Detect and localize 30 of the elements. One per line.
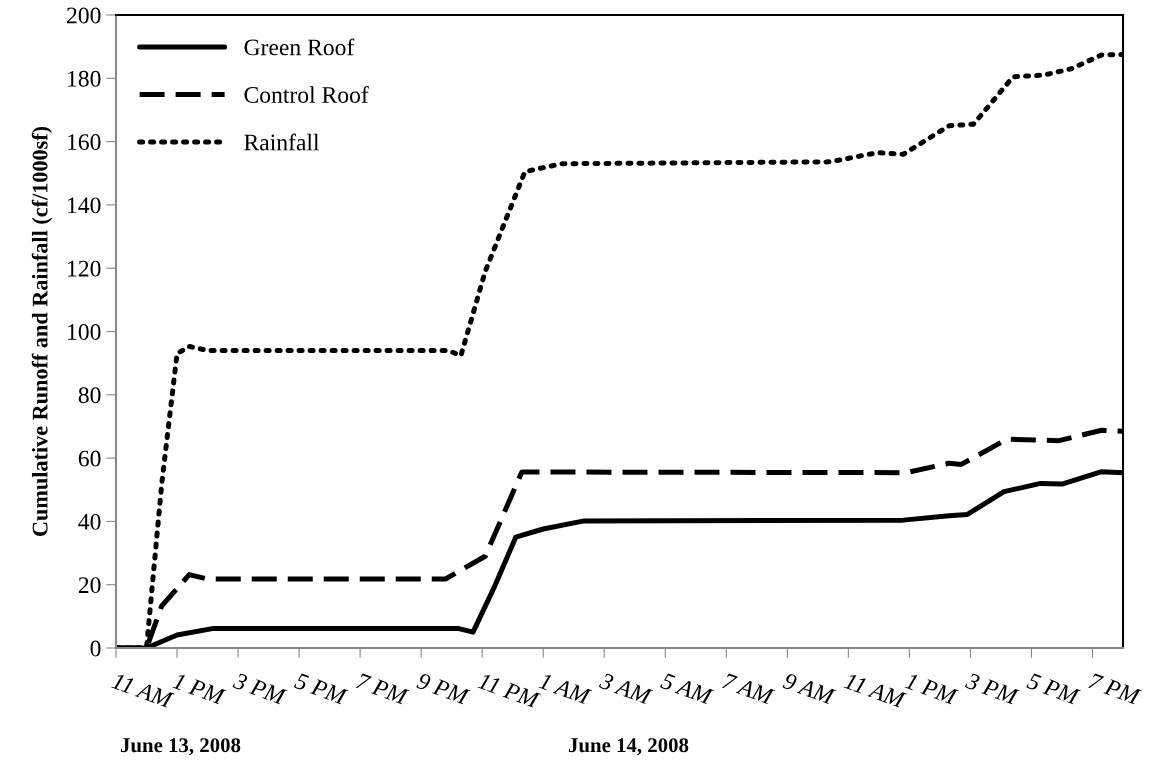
y-tick-label: 200 (67, 7, 101, 24)
y-axis-title: Cumulative Runoff and Rainfall (cf/1000sf) (31, 126, 53, 536)
y-tick-label: 40 (78, 513, 101, 530)
x-tick-label: 7 PM (1088, 672, 1142, 706)
y-tick-label: 120 (68, 260, 101, 277)
legend-label: Green Roof (244, 38, 355, 56)
text: June 13, 2008 (120, 738, 241, 756)
x-tick-label: 7 PM (355, 672, 410, 706)
x-tick-label: 5 PM (293, 672, 349, 706)
x-tick-label: 5 AM (659, 672, 715, 706)
x-tick-label: 3 PM (964, 672, 1020, 706)
legend-label: Control Roof (244, 86, 369, 103)
y-tick-label: 140 (68, 197, 101, 214)
y-tick-label: 100 (68, 323, 101, 340)
x-tick-label: 3 PM (232, 672, 288, 706)
y-tick-label: 0 (90, 640, 101, 657)
y-tick-label: 160 (68, 134, 101, 151)
text: June 14, 2008 (568, 738, 689, 756)
y-tick-label: 80 (78, 387, 101, 404)
x-tick-label: 9 AM (782, 672, 837, 706)
x-tick-label: 7 AM (722, 672, 776, 705)
x-tick-label: 3 AM (598, 672, 654, 706)
y-tick-label: 60 (78, 450, 101, 467)
x-tick-label: 9 PM (416, 672, 471, 706)
y-tick-label: 180 (68, 70, 101, 87)
legend-label: Rainfall (244, 133, 320, 151)
x-tick-label: 11 AM (843, 672, 907, 709)
y-tick-label: 20 (78, 577, 101, 594)
x-tick-label: 5 PM (1026, 672, 1081, 706)
x-tick-label: 11 AM (111, 672, 175, 709)
